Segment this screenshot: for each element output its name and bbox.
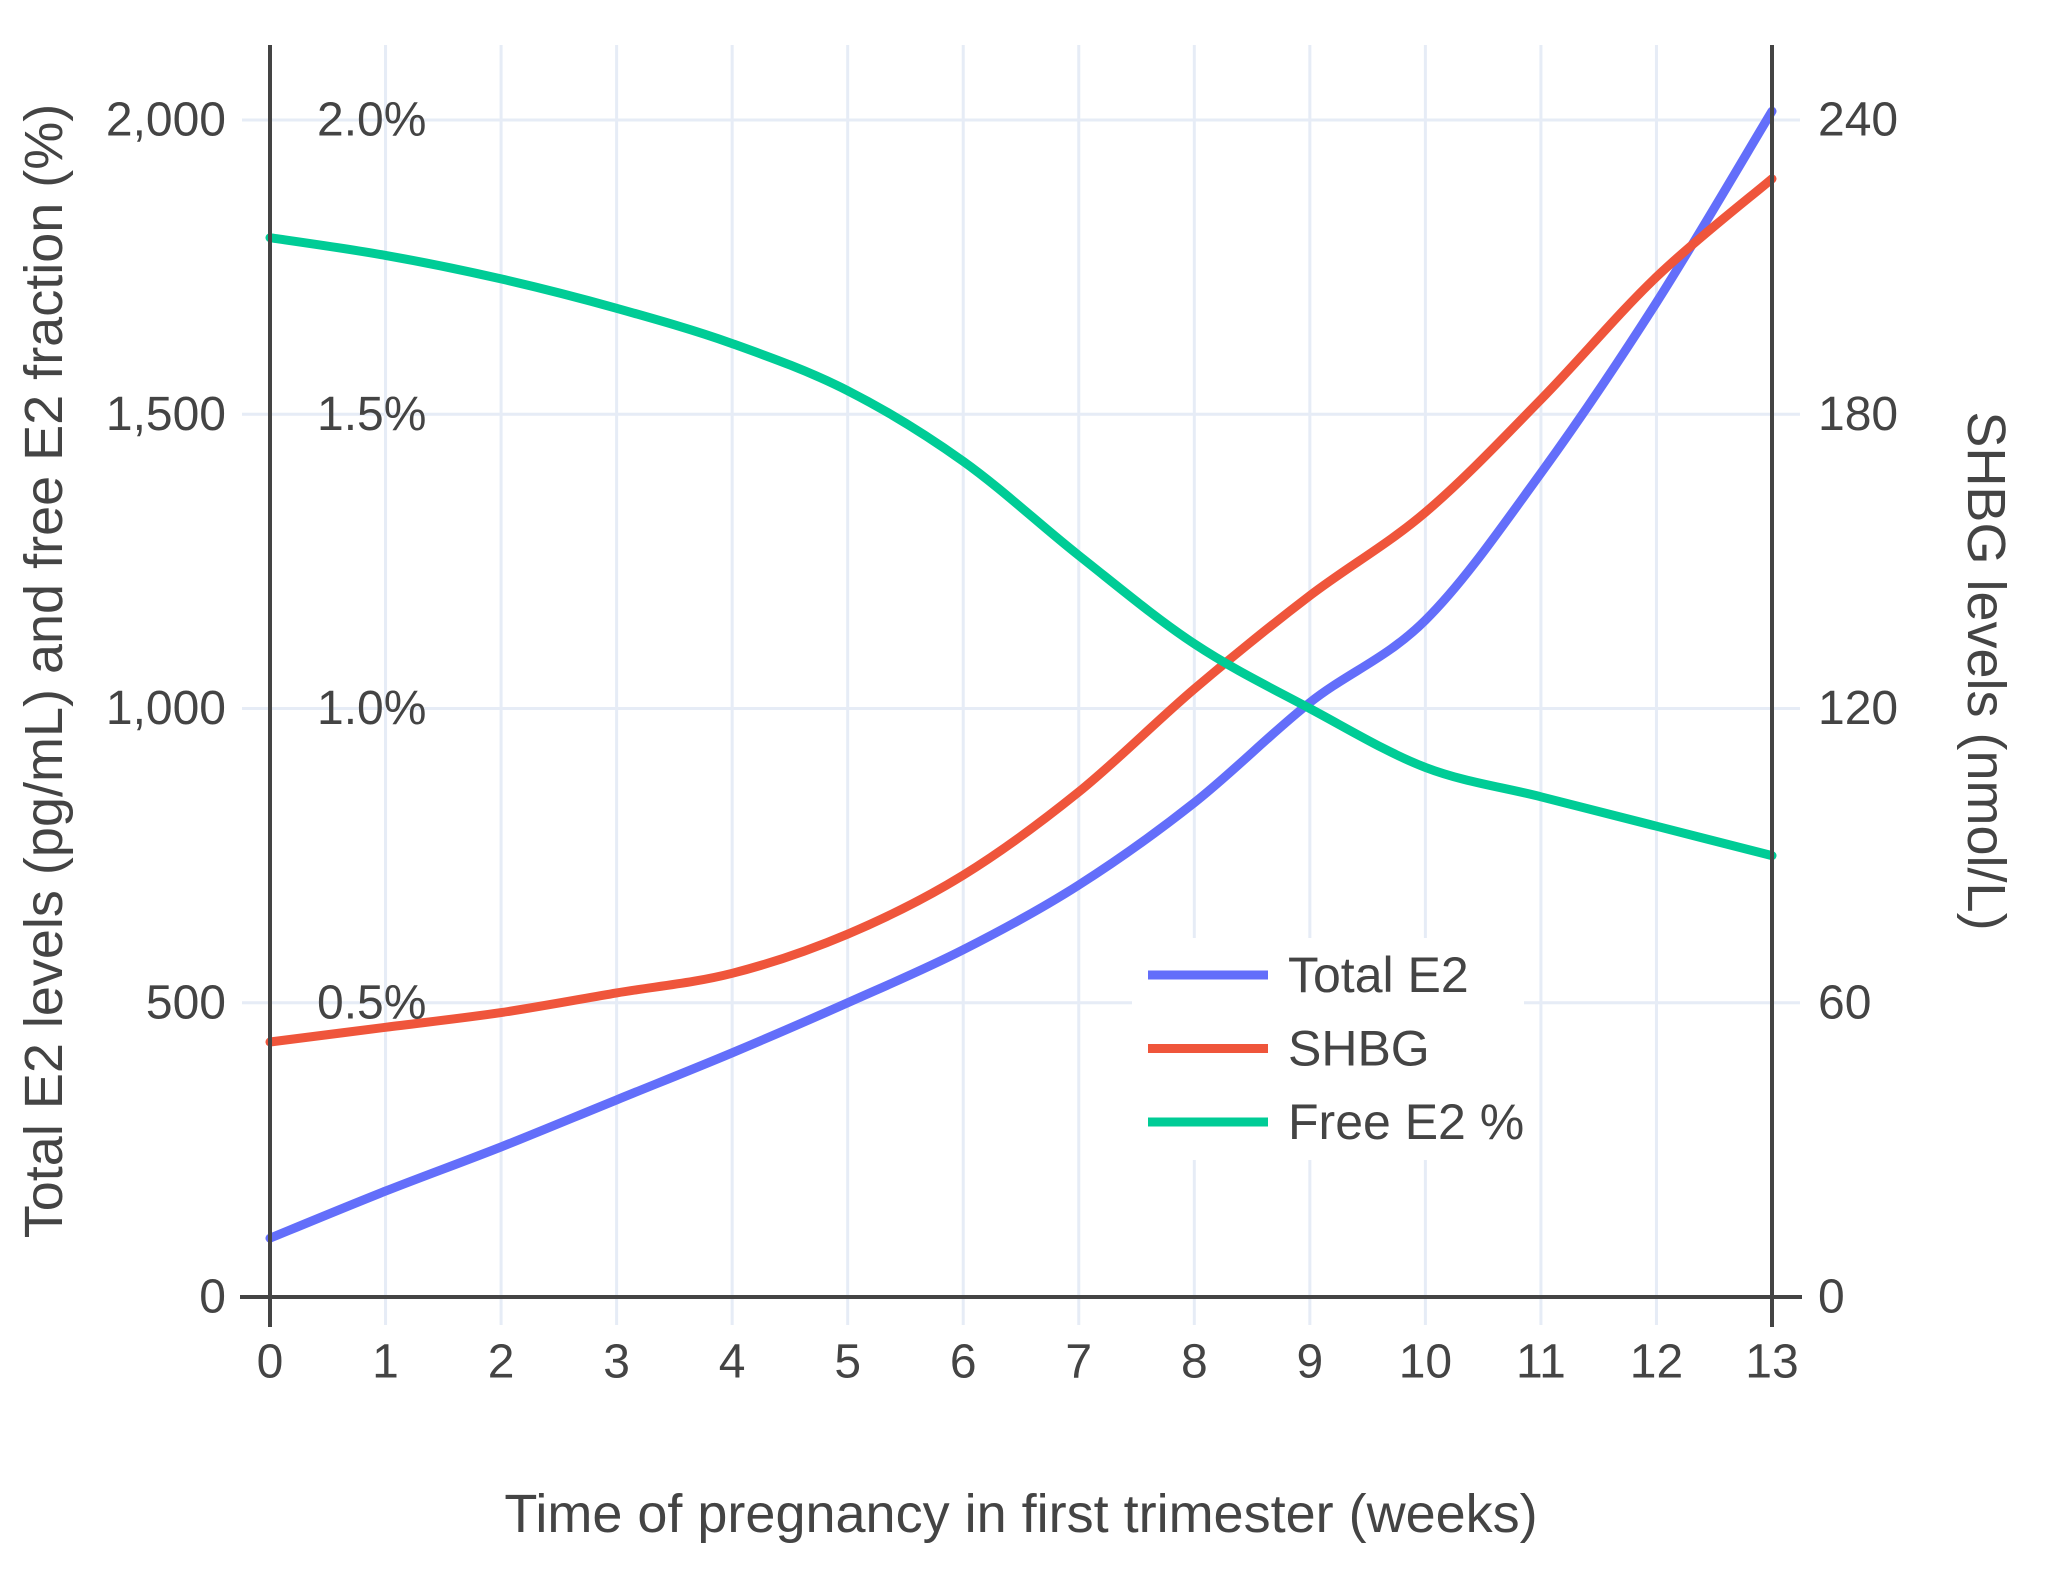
y-right-tick-label-180: 180 <box>1818 388 1898 441</box>
x-tick-label-5: 5 <box>834 1336 861 1389</box>
free-e2-pct-label-2.0%: 2.0% <box>317 94 426 147</box>
x-tick-label-8: 8 <box>1181 1336 1208 1389</box>
legend-item-shbg[interactable]: SHBG <box>1148 1021 1430 1077</box>
y-axis-right-title: SHBG levels (nmol/L) <box>1956 411 2016 930</box>
y-left-tick-label-1,000: 1,000 <box>106 682 226 735</box>
x-tick-label-4: 4 <box>719 1336 746 1389</box>
x-tick-label-7: 7 <box>1065 1336 1092 1389</box>
y-right-tick-label-240: 240 <box>1818 94 1898 147</box>
grid-layer <box>242 45 1800 1325</box>
series-line-shbg <box>265 174 1777 1047</box>
y-axis-left-title: Total E2 levels (pg/mL) and free E2 frac… <box>14 104 74 1239</box>
legend-label-shbg: SHBG <box>1288 1021 1430 1077</box>
legend-label-free-e2-: Free E2 % <box>1288 1094 1524 1150</box>
y-right-tick-label-0: 0 <box>1818 1271 1845 1324</box>
x-tick-label-9: 9 <box>1296 1336 1323 1389</box>
series-line-total-e2 <box>265 106 1777 1243</box>
axis-layer <box>240 45 1802 1327</box>
free-e2-pct-label-1.0%: 1.0% <box>317 682 426 735</box>
x-tick-label-13: 13 <box>1745 1336 1798 1389</box>
x-tick-label-1: 1 <box>372 1336 399 1389</box>
x-tick-label-11: 11 <box>1516 1336 1566 1389</box>
legend-label-total-e2: Total E2 <box>1288 947 1469 1003</box>
series-line-free-e2- <box>265 233 1777 861</box>
x-tick-label-10: 10 <box>1399 1336 1452 1389</box>
legend: Total E2 SHBG Free E2 % <box>1132 938 1524 1160</box>
y-left-tick-label-2,000: 2,000 <box>106 94 226 147</box>
y-right-tick-label-120: 120 <box>1818 682 1898 735</box>
x-tick-label-0: 0 <box>257 1336 284 1389</box>
y-left-tick-label-1,500: 1,500 <box>106 388 226 441</box>
y-left-tick-label-0: 0 <box>199 1271 226 1324</box>
x-tick-label-3: 3 <box>603 1336 630 1389</box>
free-e2-pct-label-1.5%: 1.5% <box>317 388 426 441</box>
x-tick-label-6: 6 <box>950 1336 977 1389</box>
free-e2-pct-label-0.5%: 0.5% <box>317 976 426 1029</box>
x-tick-label-12: 12 <box>1630 1336 1683 1389</box>
series-layer <box>265 106 1777 1243</box>
legend-item-total-e2[interactable]: Total E2 <box>1148 947 1469 1003</box>
x-tick-label-2: 2 <box>488 1336 515 1389</box>
y-left-tick-label-500: 500 <box>146 976 226 1029</box>
label-layer: 05001,0001,5002,0000601201802400.5%1.0%1… <box>106 94 1898 1389</box>
y-right-tick-label-60: 60 <box>1818 976 1871 1029</box>
legend-item-free-e2-[interactable]: Free E2 % <box>1148 1094 1524 1150</box>
x-axis-title: Time of pregnancy in first trimester (we… <box>504 1484 1537 1544</box>
